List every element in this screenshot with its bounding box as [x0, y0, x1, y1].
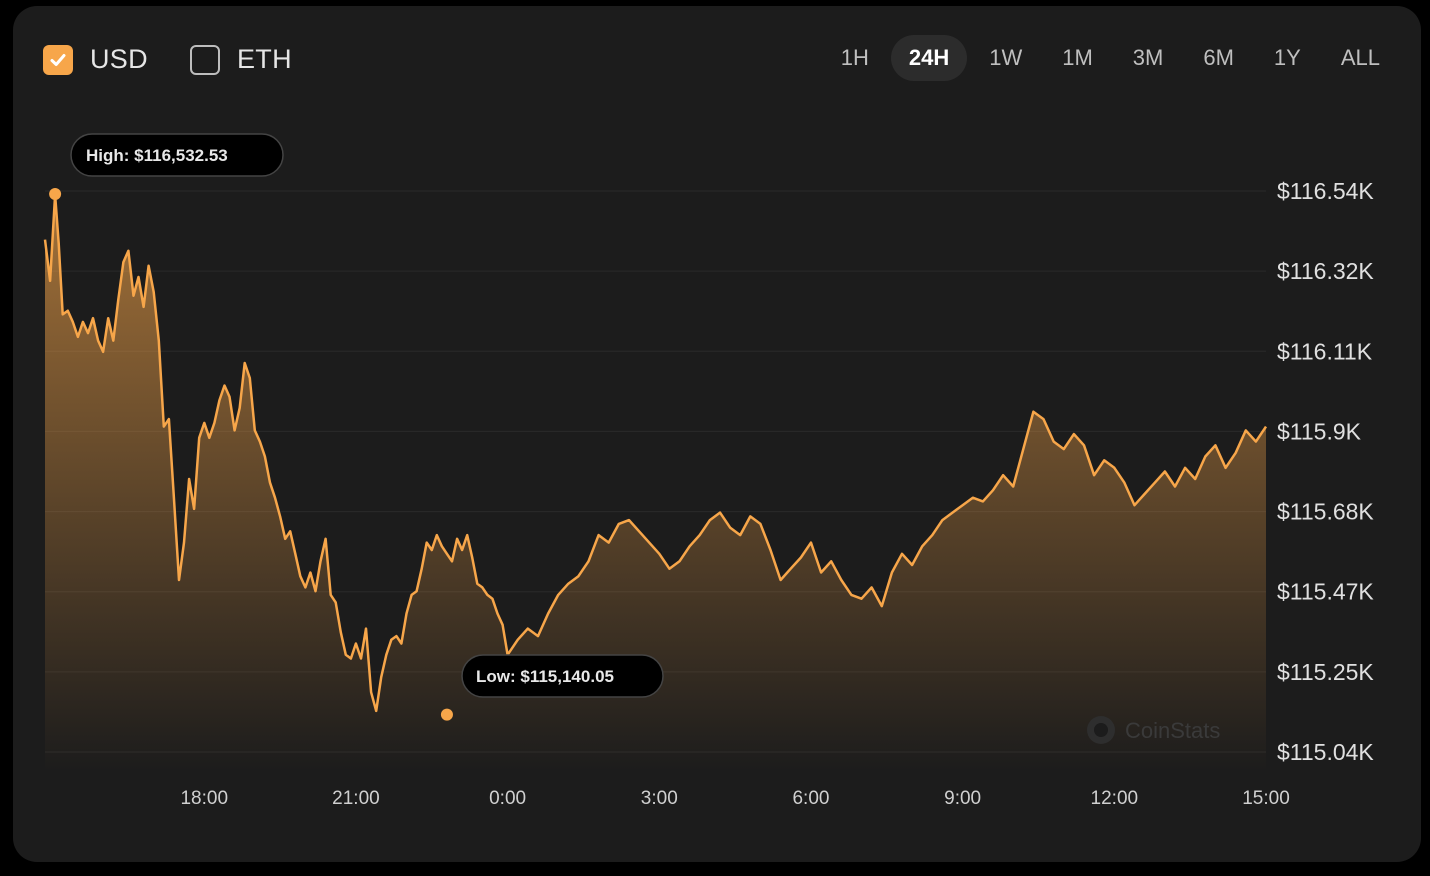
y-tick-label: $116.54K [1277, 178, 1374, 204]
usd-toggle[interactable]: USD [43, 44, 148, 75]
low-label-text: Low: $115,140.05 [476, 667, 614, 686]
coinstats-logo-inner [1094, 723, 1108, 737]
usd-checkbox[interactable] [43, 44, 73, 75]
y-tick-label: $115.04K [1277, 739, 1374, 765]
x-tick-label: 15:00 [1242, 788, 1290, 809]
range-button-all[interactable]: ALL [1340, 45, 1380, 70]
price-area [45, 194, 1266, 772]
range-button-1h[interactable]: 1H [840, 45, 869, 70]
eth-label: ETH [237, 44, 292, 74]
x-tick-label: 18:00 [180, 788, 228, 809]
range-button-1w[interactable]: 1W [989, 45, 1023, 70]
range-button-1m[interactable]: 1M [1062, 45, 1093, 70]
high-label-text: High: $116,532.53 [86, 146, 228, 165]
x-tick-label: 12:00 [1091, 788, 1139, 809]
range-button-3m[interactable]: 3M [1132, 45, 1164, 70]
high-point-marker [49, 187, 62, 200]
eth-checkbox[interactable] [190, 44, 220, 75]
x-tick-label: 0:00 [489, 788, 526, 809]
range-button-24h[interactable]: 24H [890, 35, 968, 81]
x-axis: 18:00 21:00 0:00 3:00 6:00 9:00 12:00 15:00 [180, 788, 1289, 809]
y-tick-label: $116.11K [1277, 338, 1373, 364]
high-label-pill: High: $116,532.53 [70, 133, 284, 177]
y-tick-label: $115.9K [1277, 418, 1362, 444]
checkmark-icon [50, 53, 66, 66]
x-tick-label: 9:00 [944, 788, 981, 809]
range-button-6m[interactable]: 6M [1203, 45, 1234, 70]
watermark: CoinStats [1087, 716, 1220, 744]
y-tick-label: $115.47K [1277, 579, 1374, 605]
x-tick-label: 3:00 [641, 788, 678, 809]
price-line [43, 193, 1268, 713]
x-tick-label: 21:00 [332, 788, 380, 809]
y-tick-label: $116.32K [1277, 258, 1374, 284]
usd-label: USD [90, 44, 148, 74]
eth-toggle[interactable]: ETH [190, 44, 292, 75]
low-label-pill: Low: $115,140.05 [461, 654, 664, 698]
range-button-1y[interactable]: 1Y [1273, 45, 1301, 70]
time-range-selector: 1H 24H 1W 1M 3M 6M 1Y ALL [819, 35, 1398, 81]
y-tick-label: $115.68K [1277, 499, 1374, 525]
y-axis: $116.54K $116.32K $116.11K $115.9K $115.68K $… [1277, 178, 1374, 765]
watermark-text: CoinStats [1125, 718, 1220, 743]
x-tick-label: 6:00 [792, 788, 829, 809]
y-tick-label: $115.25K [1277, 659, 1374, 685]
low-point-marker [440, 708, 453, 721]
